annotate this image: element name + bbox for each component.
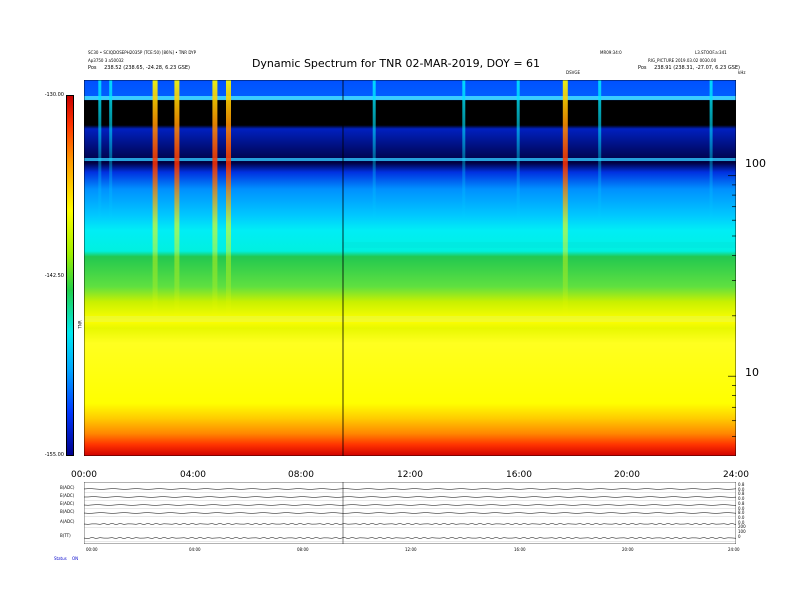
pr-tick: 100 [738,529,746,535]
panel-label-5: A(ADC) [60,519,75,524]
burst-mark [152,80,158,320]
colorbar-label: TNR [77,320,83,329]
panel-label-1: B(ADC) [60,485,75,490]
x-tick-6: 24:00 [723,470,749,480]
right-tick-group [728,114,736,437]
housekeeping-panels [84,482,736,544]
panel-label-2: E(ADC) [60,493,75,498]
panels-xtick-3: 12:00 [405,547,417,552]
header-left-pos: Pos 238.52 (238.65, -24.28, 6.23 GSE) [88,65,190,71]
panels-xtick-5: 20:00 [622,547,634,552]
corner-tag: kHz [738,70,746,75]
header-right-pos-label: Pos [638,65,647,71]
pr-tick: 0.0 [738,505,745,511]
colorbar [66,95,74,456]
burst-mark [516,80,520,220]
pr-tick: 0 [738,533,741,539]
panels-xtick-4: 16:00 [514,547,526,552]
header-left-line1: SC30 • SCIQDOSEPH2035P (TCE:50) [86%] • … [88,50,197,55]
burst-mark [109,80,113,220]
panel-label-6: B(TT) [60,533,71,538]
y-tick-100: 100 [745,157,766,170]
pr-tick: 0.0 [738,486,745,492]
burst-mark [562,80,568,320]
panel-trace [84,496,736,498]
pr-tick: 0.8 [738,482,745,487]
panel-trace [84,537,736,539]
panels-xtick-2: 08:00 [297,547,309,552]
chart-title: Dynamic Spectrum for TNR 02-MAR-2019, DO… [251,57,541,70]
cyan-line-mid [84,158,736,161]
small-tag: DSVGE [566,70,580,75]
burst-mark [709,80,713,220]
burst-mark [226,80,231,320]
x-tick-2: 08:00 [288,470,314,480]
burst-mark [212,80,218,320]
panels-xtick-6: 24:00 [728,547,740,552]
panel-trace [84,523,736,525]
header-right-line1: L3.STOOF.a:341 [695,50,727,55]
pr-tick: 8.0 [738,510,745,516]
yellow-band [84,316,736,322]
footer-status: Status ON [54,556,78,561]
header-left-pos-label: Pos [88,65,97,71]
panel-trace [84,504,736,506]
burst-mark [372,80,376,220]
x-tick-0: 00:00 [71,470,97,480]
panel-label-3: E(ADC) [60,501,75,506]
colorbar-tick-top: -130.00 [44,92,64,98]
x-tick-1: 04:00 [180,470,206,480]
panel-label-4: B(ADC) [60,509,75,514]
panel-trace [84,512,736,514]
panel-lines [84,488,736,542]
spectrogram-plot [84,80,736,456]
burst-mark [174,80,180,320]
header-right-pos: Pos 238.91 (238.31, -27.07, 6.23 GSE) [638,65,740,71]
pr-tick: 0.8 [738,500,745,506]
pr-tick: 0.0 [738,496,745,502]
colorbar-tick-bottom: -155.00 [44,452,64,458]
header-left-line2: Ap3750 3 a50032 [88,58,124,63]
y-tick-10: 10 [745,366,759,379]
panels-xtick-0: 00:00 [86,547,98,552]
header-right-line2: RIG_PICTURE 2019.03.02 0030.00 [648,58,717,63]
cyan-line-top [84,96,736,100]
cyan-step [342,242,736,248]
burst-mark [598,80,602,220]
footer-status-label: Status [54,556,67,561]
panel-trace [84,488,736,490]
footer-status-value: ON [72,556,79,561]
burst-mark [98,80,102,220]
burst-mark [462,80,466,220]
panel-right-ticks: 0.8 0.0 0.8 0.0 0.8 0.0 8.0 0.0 0.0 200 … [738,482,746,539]
pr-tick: 0.8 [738,491,745,497]
pr-tick: 200 [738,524,746,530]
spectrogram-background [84,80,736,456]
x-tick-4: 16:00 [506,470,532,480]
pr-tick: 0.0 [738,519,745,525]
burst-group [98,80,713,320]
header-center-right: MR09:34:0 [600,50,622,55]
header-left-pos-value: 238.52 (238.65, -24.28, 6.23 GSE) [104,65,190,71]
x-tick-3: 12:00 [397,470,423,480]
panels-xtick-1: 04:00 [189,547,201,552]
x-tick-5: 20:00 [614,470,640,480]
pr-tick: 0.0 [738,514,745,520]
colorbar-tick-mid: -142.50 [44,273,64,279]
header-right-pos-value: 238.91 (238.31, -27.07, 6.23 GSE) [654,65,740,71]
